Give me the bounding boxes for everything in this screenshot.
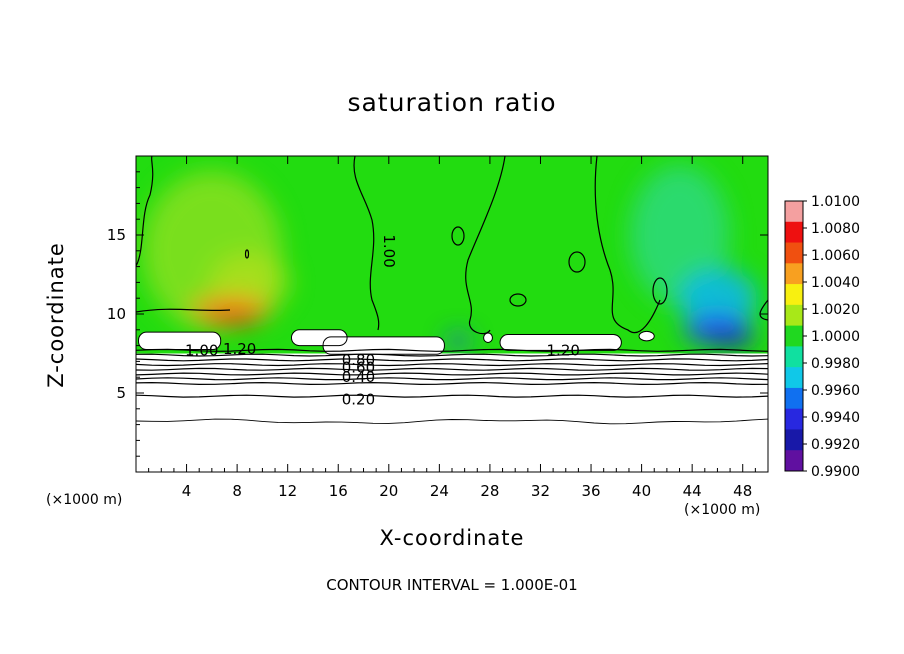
colorbar-label-5: 1.0000 xyxy=(811,329,860,345)
field-region-red xyxy=(200,309,261,326)
contour-label-5: 0.60 xyxy=(342,359,375,377)
contour-line-9 xyxy=(136,418,768,425)
contour-label-7: 0.20 xyxy=(342,390,375,408)
x-tick-label-5: 24 xyxy=(430,482,449,500)
field-region-darkblue xyxy=(706,332,755,347)
contour-patch-3 xyxy=(499,334,622,351)
contour-line-5 xyxy=(136,372,768,376)
colorbar-segment-6 xyxy=(785,325,803,347)
field-region-lightblue xyxy=(677,268,758,329)
contour-closed-3 xyxy=(244,249,250,259)
field-lower-white xyxy=(136,353,768,472)
x-tick-label-2: 12 xyxy=(278,482,297,500)
x-tick-label-1: 8 xyxy=(232,482,242,500)
colorbar-label-9: 0.9920 xyxy=(811,437,860,453)
contour-upper-1 xyxy=(353,156,380,331)
contour-line-2 xyxy=(136,358,768,362)
white-patch-4 xyxy=(639,331,655,341)
contour-patch-1 xyxy=(290,329,348,347)
contour-upper-4 xyxy=(136,308,231,313)
colorbar-segment-5 xyxy=(785,304,803,327)
colorbar-label-6: 0.9980 xyxy=(811,356,860,372)
colorbar-label-3: 1.0040 xyxy=(811,275,860,291)
colorbar-segment-7 xyxy=(785,346,803,368)
colorbar-segment-2 xyxy=(785,242,803,264)
colorbar-label-10: 0.9900 xyxy=(811,464,860,480)
colorbar-segment-1 xyxy=(785,221,803,244)
x-tick-label-11: 48 xyxy=(733,482,752,500)
y-tick-label-2: 15 xyxy=(107,226,126,244)
colorbar-label-4: 1.0020 xyxy=(811,302,860,318)
field-region-blue-center xyxy=(446,334,471,347)
colorbar-segment-10 xyxy=(785,408,803,430)
contour-closed-2 xyxy=(652,277,668,305)
contour-label-6: 0.40 xyxy=(342,368,375,386)
contour-patch-2 xyxy=(322,336,445,355)
contour-line-3 xyxy=(136,363,768,367)
contour-closed-4 xyxy=(509,293,527,307)
white-patch-0 xyxy=(138,332,221,350)
colorbar-label-7: 0.9960 xyxy=(811,383,860,399)
colorbar-segment-4 xyxy=(785,284,803,306)
colorbar-segment-8 xyxy=(785,367,803,389)
x-tick-label-0: 4 xyxy=(182,482,192,500)
x-axis-label: X-coordinate xyxy=(379,526,525,550)
contour-interval-note: CONTOUR INTERVAL = 1.000E-01 xyxy=(326,576,578,594)
colorbar-segment-11 xyxy=(785,429,803,451)
x-tick-label-3: 16 xyxy=(329,482,348,500)
white-patch-5 xyxy=(483,332,493,343)
colorbar-label-2: 1.0060 xyxy=(811,248,860,264)
x-unit-label-right: (×1000 m) xyxy=(684,502,761,518)
colorbar-segment-9 xyxy=(785,387,803,410)
contour-line-6 xyxy=(136,377,768,381)
contour-upper-5 xyxy=(759,299,768,321)
contour-line-7 xyxy=(136,381,768,386)
x-unit-label-left: (×1000 m) xyxy=(46,492,123,508)
contour-line-4 xyxy=(136,367,768,371)
x-tick-label-4: 20 xyxy=(379,482,398,500)
contour-label-2: 1.20 xyxy=(223,340,256,358)
heatmap-field xyxy=(136,156,768,472)
chart-title: saturation ratio xyxy=(347,88,557,117)
contour-lines xyxy=(136,156,768,425)
contour-patch-5 xyxy=(483,332,493,343)
contour-patch-0 xyxy=(138,331,222,351)
x-tick-label-9: 40 xyxy=(632,482,651,500)
contour-label-0: 1.00 xyxy=(380,234,398,267)
x-tick-label-7: 32 xyxy=(531,482,550,500)
y-tick-label-0: 5 xyxy=(116,384,126,402)
contour-label-1: 1.00 xyxy=(185,341,218,359)
colorbar-segment-3 xyxy=(785,263,803,285)
contour-upper-3 xyxy=(594,156,661,334)
field-anomalies xyxy=(141,165,758,347)
contour-label-3: 1.20 xyxy=(547,341,580,359)
colorbar-label-1: 1.0080 xyxy=(811,221,860,237)
white-patch-3 xyxy=(500,334,622,351)
colorbar-segment-0 xyxy=(785,201,803,223)
contour-line-0 xyxy=(136,348,768,352)
contour-upper-0 xyxy=(136,156,154,267)
colorbar-label-0: 1.0100 xyxy=(811,194,860,210)
contour-line-1 xyxy=(136,353,768,357)
x-tick-label-6: 28 xyxy=(480,482,499,500)
colorbar-label-8: 0.9940 xyxy=(811,410,860,426)
contour-patch-4 xyxy=(638,330,655,342)
contour-label-4: 0.80 xyxy=(342,351,375,369)
contour-line-8 xyxy=(136,394,768,398)
x-tick-label-10: 44 xyxy=(683,482,702,500)
colorbar-segment-12 xyxy=(785,450,803,472)
contour-closed-0 xyxy=(451,226,465,246)
y-tick-label-1: 10 xyxy=(107,305,126,323)
x-tick-label-8: 36 xyxy=(581,482,600,500)
contour-closed-1 xyxy=(568,251,586,273)
contour-upper-2 xyxy=(465,156,506,335)
